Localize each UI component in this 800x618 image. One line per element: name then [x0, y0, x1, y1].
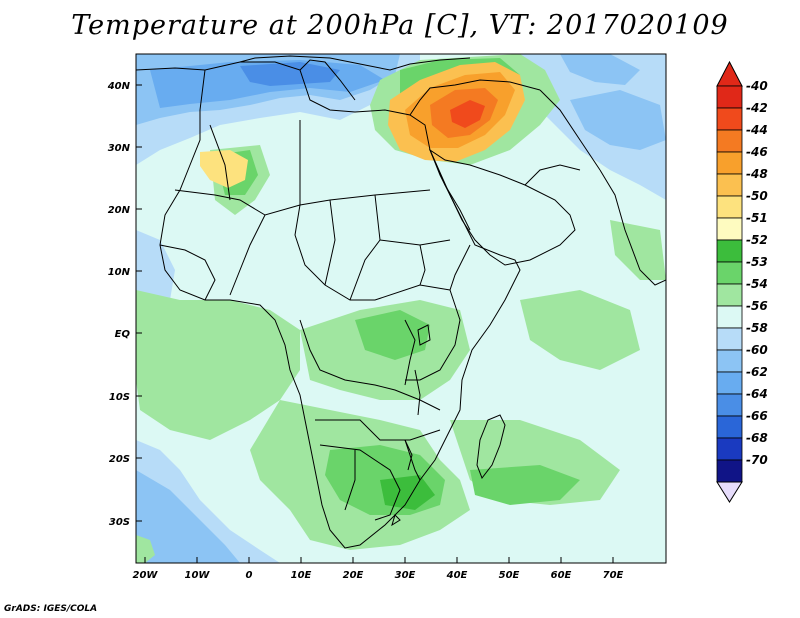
legend-label: -56: [746, 299, 768, 313]
lat-label: 40N: [107, 81, 131, 92]
lon-axis: 20W 10W 0 10E 20E 30E 40E 50E 60E 70E: [133, 557, 624, 581]
legend-label: -64: [746, 387, 768, 401]
lon-label: 50E: [499, 570, 520, 581]
lon-label: 70E: [603, 570, 624, 581]
legend-swatch: [716, 239, 743, 263]
legend-swatch: [716, 327, 743, 351]
legend-swatch: [716, 371, 743, 395]
legend-swatch: [716, 437, 743, 461]
lat-label: 20N: [108, 205, 131, 216]
legend-swatch: [716, 151, 743, 175]
lat-axis: 40N 30N 20N 10N EQ 10S 20S 30S: [107, 81, 142, 528]
lat-label: 20S: [109, 454, 130, 465]
legend-swatch: [716, 173, 743, 197]
legend-label: -48: [746, 167, 768, 181]
legend-label: -51: [746, 211, 768, 225]
lon-label: 40E: [446, 570, 468, 581]
legend-swatch: [716, 129, 743, 153]
legend-label: -52: [746, 233, 768, 247]
lat-label: 10S: [109, 392, 130, 403]
lon-label: 10E: [291, 570, 312, 581]
lon-label: 20W: [133, 570, 159, 581]
legend-swatch: [716, 217, 743, 241]
legend-label: -46: [746, 145, 768, 159]
legend-label: -58: [746, 321, 768, 335]
lat-label: 10N: [108, 267, 131, 278]
color-legend: -40 -42 -44 -46 -48 -50 -51 -52 -53 -54 -56 -58 -60 -…: [716, 60, 768, 503]
legend-swatch: [716, 305, 743, 329]
legend-swatch: [716, 349, 743, 373]
legend-label: -53: [746, 255, 768, 269]
legend-swatch: [716, 393, 743, 417]
temperature-field: [136, 54, 666, 563]
legend-label: -50: [746, 189, 768, 203]
legend-arrow-bottom: [716, 481, 743, 503]
lon-label: 10W: [185, 570, 211, 581]
legend-label: -62: [746, 365, 768, 379]
legend-label: -60: [746, 343, 768, 357]
coastlines: [136, 55, 666, 549]
legend-label: -44: [746, 123, 768, 137]
legend-label: -40: [746, 79, 768, 93]
legend-label: -54: [746, 277, 768, 291]
lat-label: EQ: [115, 329, 131, 340]
legend-swatch: [716, 261, 743, 285]
legend-label: -68: [746, 431, 768, 445]
lat-label: 30N: [108, 143, 131, 154]
legend-swatch: [716, 283, 743, 307]
lon-label: 30E: [395, 570, 416, 581]
legend-label: -42: [746, 101, 768, 115]
map-frame: [135, 53, 667, 564]
legend-swatch: [716, 195, 743, 219]
legend-label: -70: [746, 453, 768, 467]
legend-swatch: [716, 415, 743, 439]
lon-label: 0: [246, 570, 253, 581]
lat-label: 30S: [109, 517, 130, 528]
lon-label: 20E: [343, 570, 364, 581]
legend-arrow-top: [716, 60, 743, 87]
legend-swatch: [716, 459, 743, 483]
legend-swatch: [716, 107, 743, 131]
map-title: Temperature at 200hPa [C], VT: 201702010…: [71, 10, 729, 41]
legend-label: -66: [746, 409, 768, 423]
legend-swatch: [716, 85, 743, 109]
lon-label: 60E: [551, 570, 572, 581]
footer-credit: GrADS: IGES/COLA: [4, 604, 98, 614]
